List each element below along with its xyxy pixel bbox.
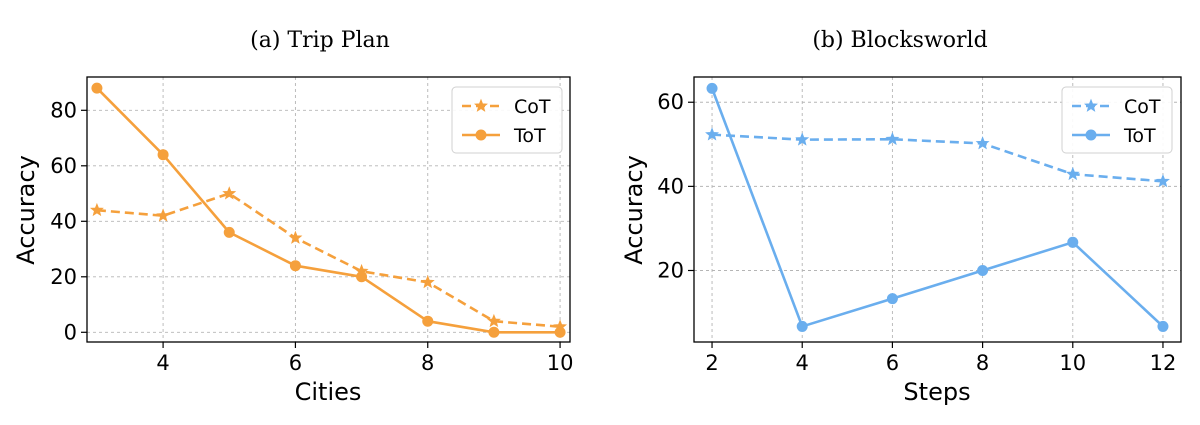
blocksworld-cot-line	[711, 133, 1164, 183]
blocksworld-cot-point	[1155, 173, 1170, 188]
blocksworld-legend-cot-label: CoT	[1124, 96, 1161, 118]
trip-plan-y-tick-label: 80	[50, 98, 77, 122]
blocksworld-x-tick-label: 4	[796, 351, 809, 375]
trip-plan-panel: (a) Trip Plan 4 6 8 10 0 20 40 60 80 Cities Accu…	[12, 28, 573, 406]
trip-plan-cot-line	[96, 192, 561, 329]
trip-plan-legend: CoT ToT	[451, 86, 563, 154]
trip-plan-cot-point	[486, 313, 501, 328]
blocksworld-tot-point	[706, 82, 718, 94]
trip-plan-y-axis-label: Accuracy	[12, 155, 40, 265]
blocksworld-x-tick-label: 8	[976, 351, 989, 375]
trip-plan-cot-point	[156, 208, 171, 222]
blocksworld-legend-tot-marker	[1085, 129, 1097, 141]
trip-plan-x-tick-label: 8	[421, 351, 434, 375]
blocksworld-x-tick-label: 10	[1059, 351, 1086, 375]
blocksworld-y-tick-label: 40	[657, 174, 684, 198]
trip-plan-y-tick-label: 60	[50, 154, 77, 178]
blocksworld-tot-point	[796, 320, 808, 332]
trip-plan-y-tick-label: 20	[50, 265, 77, 289]
trip-plan-cot-point	[420, 275, 435, 289]
blocksworld-cot-point	[975, 136, 990, 150]
trip-plan-legend-tot-marker	[475, 129, 487, 141]
trip-plan-tot-point	[157, 149, 169, 161]
blocksworld-cot-point	[795, 132, 810, 146]
trip-plan-legend-cot-marker	[474, 98, 488, 112]
blocksworld-ticks: 2 4 6 8 10 12 20 40 60	[657, 90, 1176, 375]
trip-plan-legend-tot-label: ToT	[513, 125, 546, 147]
blocksworld-plot-frame	[693, 76, 1182, 343]
trip-plan-tot-line	[95, 87, 561, 334]
trip-plan-cot-point	[89, 202, 104, 217]
blocksworld-y-axis-label: Accuracy	[620, 155, 648, 265]
trip-plan-x-tick-label: 10	[547, 351, 574, 375]
trip-plan-x-tick-label: 6	[289, 351, 302, 375]
blocksworld-cot-point	[885, 131, 900, 146]
trip-plan-plot-frame	[86, 76, 571, 343]
trip-plan-cot-point	[288, 230, 303, 244]
blocksworld-tot-point	[886, 293, 898, 305]
trip-plan-x-axis-label: Cities	[295, 378, 362, 406]
blocksworld-tot-point	[977, 264, 989, 276]
trip-plan-title: (a) Trip Plan	[250, 28, 390, 53]
trip-plan-ticks: 4 6 8 10 0 20 40 60 80	[50, 98, 573, 375]
blocksworld-panel: (b) Blocksworld 2 4 6 8 10 12 20 40 60 Steps Acc…	[620, 28, 1182, 406]
blocksworld-x-tick-label: 2	[705, 351, 718, 375]
trip-plan-tot-point	[422, 315, 434, 327]
blocksworld-legend-cot-marker	[1084, 98, 1098, 112]
trip-plan-tot-point	[554, 326, 566, 338]
blocksworld-tot-point	[1067, 236, 1079, 248]
blocksworld-cot-point	[1065, 166, 1080, 181]
blocksworld-legend-tot-label: ToT	[1123, 125, 1156, 147]
trip-plan-x-tick-label: 4	[156, 351, 169, 375]
blocksworld-cot-point	[705, 127, 720, 141]
trip-plan-series	[89, 82, 568, 338]
blocksworld-x-tick-label: 6	[886, 351, 899, 375]
blocksworld-y-tick-label: 20	[657, 258, 684, 282]
blocksworld-tot-point	[1157, 320, 1169, 332]
trip-plan-tot-point	[91, 82, 103, 94]
trip-plan-legend-cot-label: CoT	[514, 96, 551, 118]
trip-plan-tot-point	[289, 260, 301, 272]
blocksworld-x-tick-label: 12	[1150, 351, 1177, 375]
trip-plan-tot-point	[356, 271, 368, 283]
trip-plan-tot-point	[488, 326, 500, 338]
blocksworld-y-tick-label: 60	[657, 90, 684, 114]
trip-plan-y-tick-label: 0	[64, 320, 77, 344]
blocksworld-tot-line	[710, 87, 1164, 328]
blocksworld-series	[705, 82, 1170, 332]
trip-plan-y-tick-label: 40	[50, 209, 77, 233]
trip-plan-tot-point	[223, 226, 235, 238]
blocksworld-title: (b) Blocksworld	[812, 28, 987, 53]
trip-plan-cot-point	[222, 186, 237, 200]
blocksworld-x-axis-label: Steps	[903, 378, 970, 406]
blocksworld-legend: CoT ToT	[1061, 86, 1173, 154]
